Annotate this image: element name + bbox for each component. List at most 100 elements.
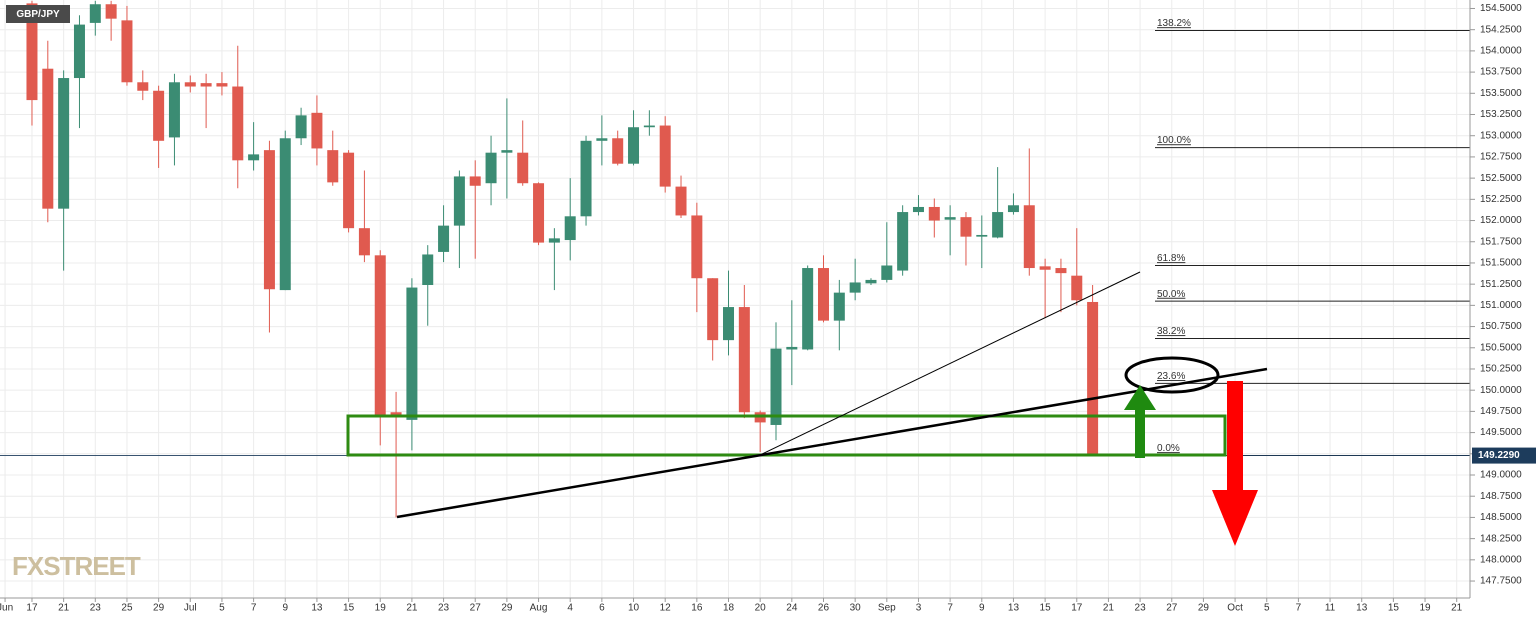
y-tick-label: 153.7500	[1480, 67, 1522, 78]
candle-body	[248, 154, 260, 161]
candle-body	[422, 254, 434, 286]
candle-body	[501, 150, 513, 153]
up-arrow-shaft	[1135, 408, 1145, 458]
candle-body	[1055, 268, 1067, 274]
candle-body	[358, 228, 370, 256]
candle-body	[912, 206, 924, 213]
x-tick-label: Aug	[530, 603, 548, 614]
candle-body	[390, 412, 402, 415]
candle-body	[992, 212, 1004, 238]
x-tick-label: 6	[599, 603, 605, 614]
x-tick-label: 17	[26, 603, 38, 614]
symbol-tag	[6, 5, 70, 23]
candle-body	[406, 287, 418, 420]
x-tick-label: 10	[628, 603, 640, 614]
x-tick-label: 5	[219, 603, 225, 614]
candle-body	[659, 125, 671, 187]
y-tick-label: 148.2500	[1480, 533, 1522, 544]
down-arrow-head	[1212, 490, 1258, 546]
candle-body	[374, 255, 386, 417]
candle-body	[327, 150, 339, 183]
candle-body	[944, 217, 956, 220]
candle-body	[137, 82, 149, 91]
candle-body	[200, 83, 212, 87]
y-tick-label: 150.0000	[1480, 385, 1522, 396]
candle-body	[643, 125, 655, 128]
x-tick-label: Sep	[878, 603, 896, 614]
fib-label: 0.0%	[1157, 443, 1180, 454]
fib-label: 61.8%	[1157, 253, 1185, 264]
candle-body	[849, 282, 861, 293]
y-tick-label: 151.5000	[1480, 258, 1522, 269]
x-tick-label: 13	[311, 603, 323, 614]
x-tick-label: 29	[153, 603, 165, 614]
candle-body	[1007, 205, 1019, 213]
candle-body	[89, 4, 101, 23]
x-tick-label: 23	[1135, 603, 1147, 614]
fib-label: 50.0%	[1157, 289, 1185, 300]
candle-body	[548, 238, 560, 243]
candle-body	[833, 292, 845, 321]
y-tick-label: 154.2500	[1480, 24, 1522, 35]
candle-body	[232, 86, 244, 161]
x-tick-label: 7	[1296, 603, 1302, 614]
candle-body	[628, 127, 640, 164]
trend-line	[396, 367, 1268, 519]
x-tick-label: 23	[438, 603, 450, 614]
x-tick-label: 23	[90, 603, 102, 614]
x-tick-label: 21	[1103, 603, 1115, 614]
candle-body	[184, 82, 196, 87]
y-tick-label: 149.5000	[1480, 427, 1522, 438]
fib-label: 138.2%	[1157, 18, 1191, 29]
x-tick-label: 4	[567, 603, 573, 614]
candle-body	[596, 138, 608, 141]
candle-body	[723, 307, 735, 341]
y-tick-label: 152.0000	[1480, 215, 1522, 226]
candle-body	[928, 206, 940, 221]
x-tick-label: 15	[1040, 603, 1052, 614]
candle-body	[1023, 205, 1035, 269]
y-tick-label: 148.7500	[1480, 491, 1522, 502]
x-tick-label: 20	[755, 603, 767, 614]
candle-body	[1071, 275, 1083, 301]
candle-body	[343, 152, 355, 229]
candle-body	[26, 3, 38, 101]
last-price-label: 149.2290	[1478, 450, 1520, 461]
y-tick-label: 152.7500	[1480, 152, 1522, 163]
grid	[0, 0, 1470, 598]
x-tick-label: 19	[1419, 603, 1431, 614]
candle-body	[73, 24, 85, 79]
y-tick-label: 151.2500	[1480, 279, 1522, 290]
candle-body	[438, 225, 450, 252]
candle-body	[1087, 301, 1099, 456]
candle-body	[707, 278, 719, 341]
x-tick-label: 27	[1166, 603, 1178, 614]
candle-body	[453, 176, 465, 226]
candle-body	[817, 268, 829, 321]
x-tick-label: 21	[1451, 603, 1463, 614]
candle-body	[865, 279, 877, 284]
y-tick-label: 148.5000	[1480, 512, 1522, 523]
y-tick-label: 151.0000	[1480, 300, 1522, 311]
x-tick-label: Jun	[0, 603, 13, 614]
x-tick-label: 30	[850, 603, 862, 614]
candle-body	[564, 216, 576, 241]
x-tick-label: Jul	[184, 603, 197, 614]
x-tick-label: 16	[691, 603, 703, 614]
candle-body	[469, 176, 481, 186]
y-tick-label: 152.2500	[1480, 194, 1522, 205]
x-tick-label: 21	[406, 603, 418, 614]
candle-body	[976, 234, 988, 237]
x-tick-label: 19	[375, 603, 387, 614]
candle-body	[58, 78, 70, 209]
x-tick-label: 17	[1071, 603, 1083, 614]
candle-body	[770, 348, 782, 425]
x-tick-label: 26	[818, 603, 830, 614]
candle-body	[311, 112, 323, 149]
candle-body	[279, 138, 291, 291]
y-tick-label: 150.5000	[1480, 342, 1522, 353]
y-tick-label: 153.2500	[1480, 109, 1522, 120]
x-tick-label: 25	[121, 603, 133, 614]
